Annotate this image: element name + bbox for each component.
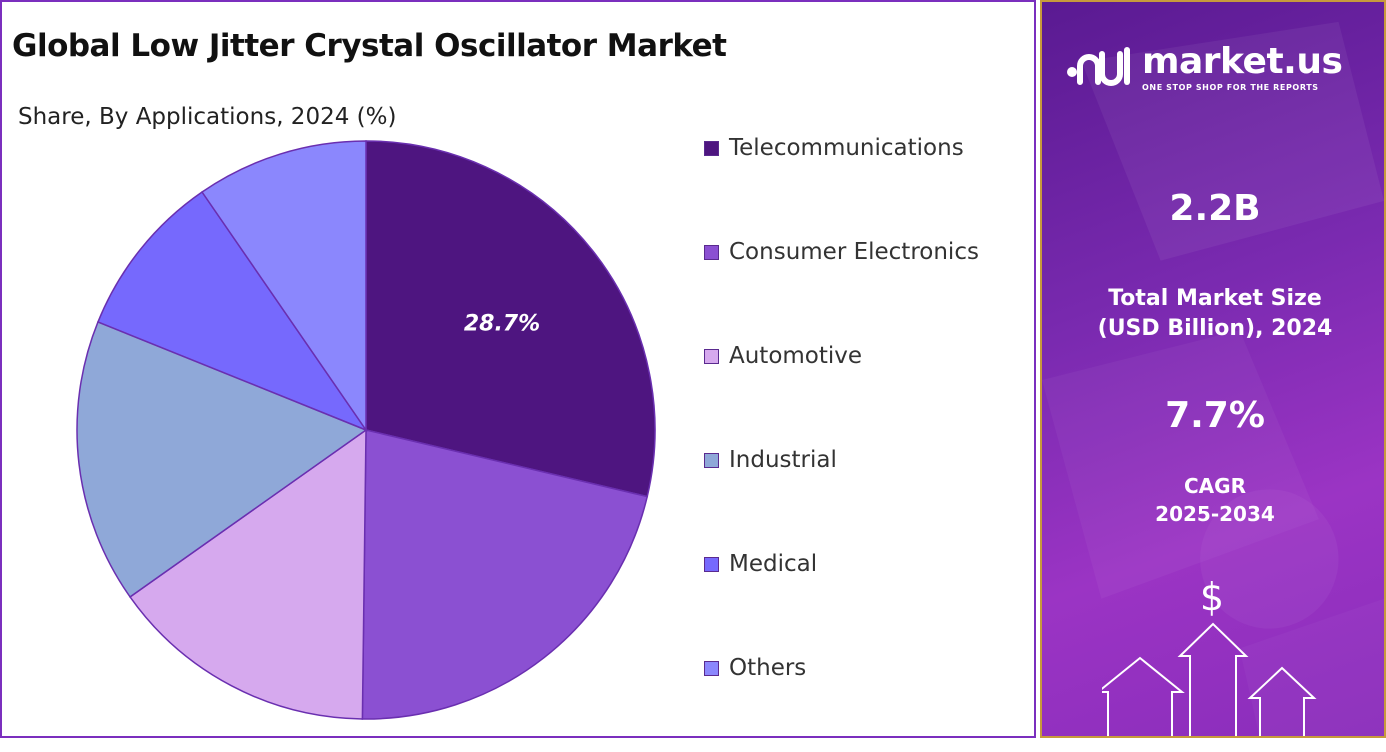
cagr-value: 7.7% <box>1165 395 1265 436</box>
pie-slice-medical <box>96 190 369 432</box>
chart-subtitle: Share, By Applications, 2024 (%) <box>18 104 397 130</box>
legend-item: Consumer Electronics <box>704 232 979 272</box>
market-us-logo-icon <box>1067 47 1130 86</box>
legend-label: Industrial <box>729 447 837 473</box>
brand-tagline: ONE STOP SHOP FOR THE REPORTS <box>1142 83 1319 92</box>
legend-swatch <box>704 660 719 676</box>
pie-data-label: 28.7% <box>464 311 540 336</box>
legend-swatch <box>704 452 719 468</box>
cagr-label-line2: 2025-2034 <box>1155 502 1275 526</box>
legend-label: Others <box>729 655 807 681</box>
legend-item: Others <box>704 648 979 688</box>
pie-slice-automotive <box>129 428 367 720</box>
pie-slice-industrial <box>76 320 368 598</box>
market-size-label-line1: Total Market Size <box>1108 286 1322 311</box>
pie-slice-consumer-electronics <box>361 429 649 720</box>
market-size-label-line2: (USD Billion), 2024 <box>1097 316 1333 341</box>
dollar-sign-icon: $ <box>1200 575 1224 619</box>
legend-label: Consumer Electronics <box>729 239 979 265</box>
brand-logo[interactable]: market.us ONE STOP SHOP FOR THE REPORTS <box>1064 40 1343 96</box>
legend-swatch <box>704 556 719 572</box>
chart-title: Global Low Jitter Crystal Oscillator Mar… <box>12 28 727 64</box>
legend-item: Automotive <box>704 336 979 376</box>
legend-item: Telecommunications <box>704 128 979 168</box>
legend-label: Telecommunications <box>729 135 964 161</box>
legend-item: Industrial <box>704 440 979 480</box>
chart-legend: Telecommunications Consumer Electronics … <box>704 128 979 752</box>
cagr-label-line1: CAGR <box>1184 474 1246 498</box>
legend-swatch <box>704 348 719 364</box>
growth-arrows-icon: $ <box>1102 575 1317 736</box>
background-decoration <box>1081 21 1384 629</box>
legend-label: Medical <box>729 551 818 577</box>
pie-chart: 28.7% <box>76 140 656 720</box>
chart-panel: Global Low Jitter Crystal Oscillator Mar… <box>0 0 1036 738</box>
legend-swatch <box>704 140 719 156</box>
pie-slice-others <box>201 140 367 433</box>
legend-swatch <box>704 244 719 260</box>
summary-panel: market.us ONE STOP SHOP FOR THE REPORTS … <box>1040 0 1386 738</box>
brand-name: market.us <box>1142 41 1343 82</box>
legend-label: Automotive <box>729 343 863 369</box>
market-size-value: 2.2B <box>1169 188 1261 229</box>
pie-slice-telecommunications <box>365 140 656 498</box>
legend-item: Medical <box>704 544 979 584</box>
